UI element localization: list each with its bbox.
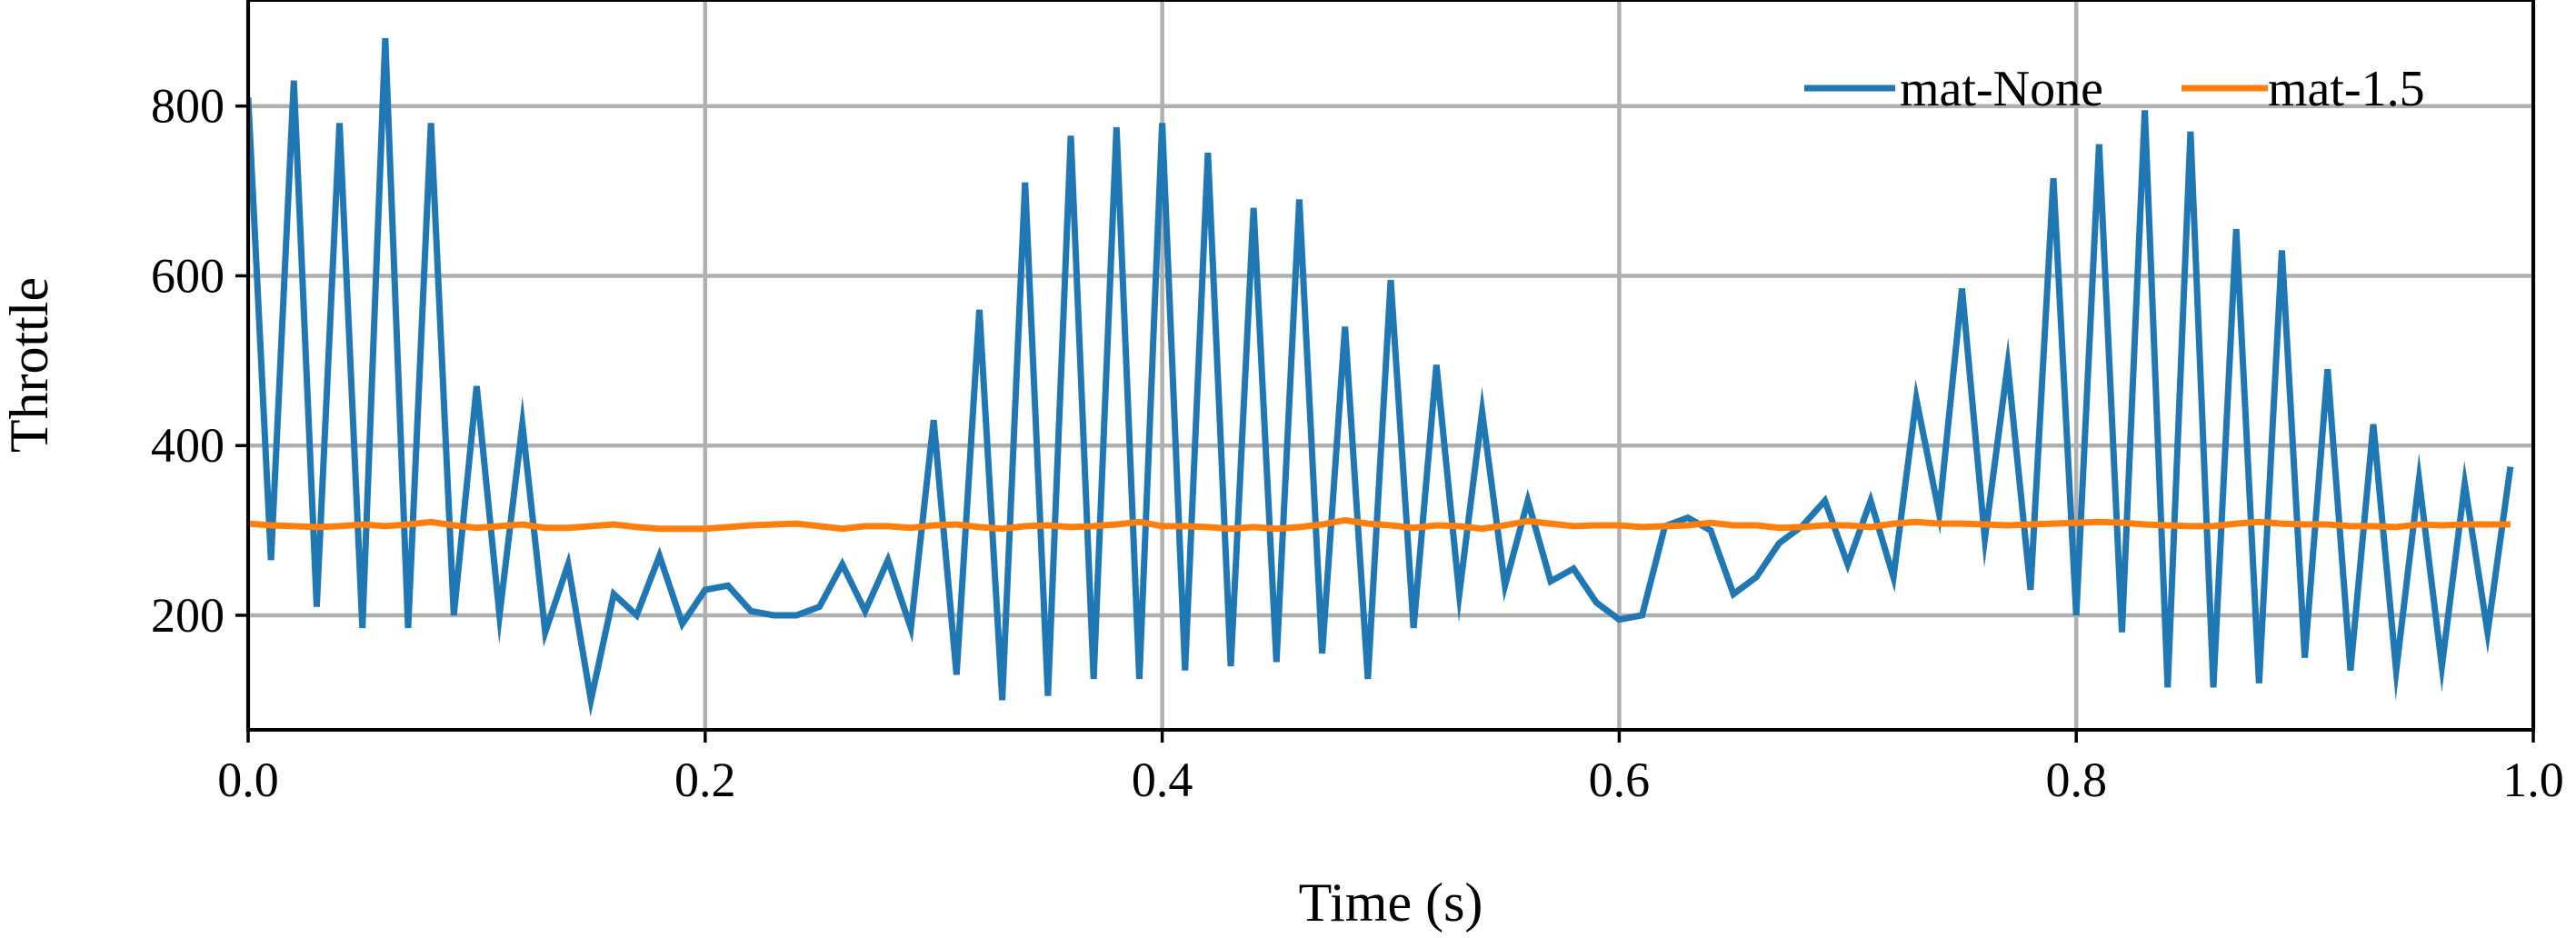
x-tick-label: 0.0 (217, 753, 279, 807)
plot-area (248, 37, 2514, 717)
series-line-mat-none (248, 37, 2514, 717)
y-axis-title: Throttle (0, 277, 59, 453)
y-tick-label: 200 (151, 588, 225, 643)
y-tick-label: 400 (151, 418, 225, 473)
x-tick-label: 0.8 (2045, 753, 2107, 807)
y-tick-label: 800 (151, 79, 225, 134)
x-axis-title: Time (s) (1299, 873, 1483, 933)
y-tick-label: 600 (151, 248, 225, 303)
legend: mat-None mat-1.5 (1804, 61, 2425, 117)
x-tick-label: 0.2 (674, 753, 736, 807)
series-line-mat-1-5 (248, 516, 2511, 533)
legend-label-mat-none: mat-None (1900, 61, 2103, 117)
tick-labels: 0.0 0.2 0.4 0.6 0.8 1.0 200 400 600 800 (151, 79, 2564, 807)
axes-frame (246, 0, 2535, 732)
x-tick-label: 1.0 (2502, 753, 2564, 807)
x-tick-label: 0.6 (1589, 753, 1651, 807)
legend-label-mat-1-5: mat-1.5 (2268, 61, 2425, 117)
x-tick-label: 0.4 (1132, 753, 1193, 807)
axes (235, 0, 2535, 743)
